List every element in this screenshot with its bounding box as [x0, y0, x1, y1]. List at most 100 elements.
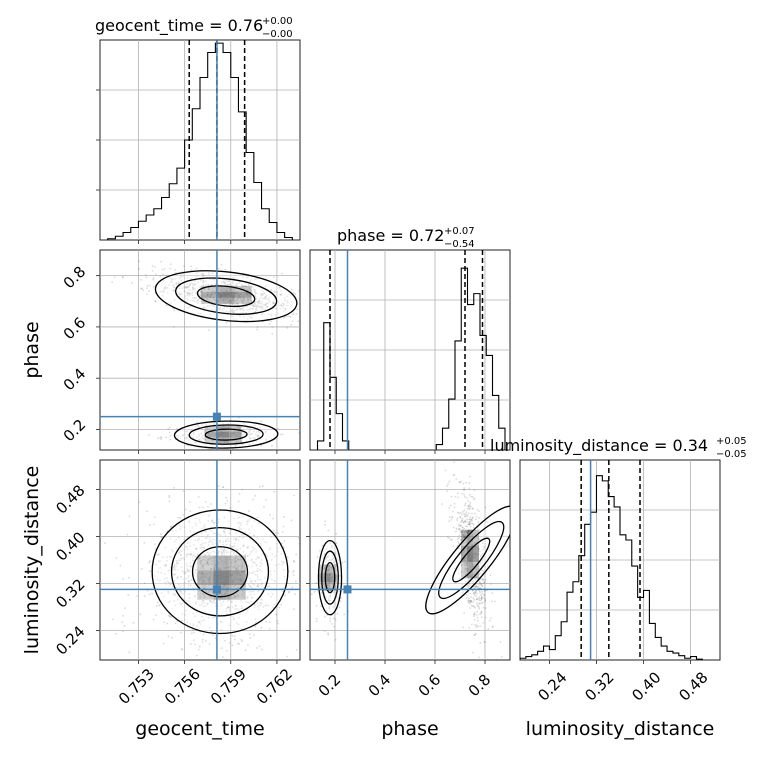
sample-point	[478, 656, 480, 659]
sample-point	[272, 276, 275, 278]
sample-point	[188, 570, 190, 573]
sample-point	[465, 530, 468, 533]
sample-point	[292, 574, 295, 577]
sample-point	[249, 437, 252, 440]
sample-point	[149, 524, 151, 526]
sample-point	[221, 594, 224, 596]
sample-point	[277, 304, 280, 307]
sample-point	[205, 298, 208, 300]
sample-point	[227, 537, 229, 540]
sample-point	[218, 555, 221, 558]
sample-point	[453, 474, 456, 477]
sample-point	[172, 289, 174, 292]
sample-point	[246, 609, 249, 612]
sample-point	[122, 630, 124, 633]
x-axis-label-geocent_time: geocent_time	[135, 718, 264, 740]
sample-point	[219, 568, 222, 571]
sample-point	[186, 285, 188, 288]
sample-point	[249, 298, 252, 300]
sample-point	[318, 549, 321, 552]
sample-point	[204, 554, 207, 556]
sample-point	[111, 618, 114, 621]
sample-point	[334, 618, 337, 621]
sample-point	[250, 300, 253, 302]
histogram-bar-1	[115, 236, 123, 240]
sample-point	[266, 317, 269, 320]
sample-point	[205, 280, 207, 282]
sample-point	[164, 563, 167, 566]
sample-point	[254, 494, 256, 497]
sample-point	[261, 305, 263, 307]
sample-point	[223, 281, 226, 284]
sample-point	[174, 277, 176, 280]
sample-point	[450, 518, 453, 521]
sample-point	[491, 626, 494, 629]
sample-point	[210, 560, 213, 562]
sample-point	[307, 566, 309, 568]
sample-point	[257, 430, 260, 433]
sample-point	[182, 556, 185, 559]
sample-point	[212, 291, 215, 294]
sample-point	[187, 600, 190, 603]
sample-point	[185, 599, 188, 602]
sample-point	[234, 595, 236, 598]
sample-point	[172, 569, 175, 571]
sample-point	[195, 267, 198, 270]
sample-point	[201, 615, 203, 618]
sample-point	[478, 582, 481, 584]
sample-point	[281, 302, 284, 305]
sample-point	[454, 530, 457, 533]
sample-point	[167, 590, 170, 593]
sample-point	[160, 533, 162, 536]
sample-point	[251, 304, 254, 307]
sample-point	[179, 284, 182, 287]
sample-point	[210, 563, 213, 566]
sample-point	[204, 605, 207, 608]
sample-point	[200, 291, 203, 294]
sample-point	[276, 551, 279, 553]
sample-point	[209, 296, 212, 299]
density-cell-3	[200, 291, 218, 298]
sample-point	[269, 547, 272, 549]
sample-point	[196, 429, 198, 432]
sample-point	[206, 294, 209, 296]
sample-point	[218, 441, 221, 444]
sample-point	[210, 568, 213, 571]
histogram-steps-geocent_time	[107, 42, 293, 240]
sample-point	[474, 592, 477, 594]
sample-point	[236, 567, 239, 569]
sample-point	[252, 443, 255, 446]
sample-point	[250, 600, 253, 603]
histogram-bar-19	[254, 183, 262, 241]
histogram-phase	[316, 250, 506, 450]
sample-point	[299, 563, 300, 565]
sample-point	[267, 299, 270, 301]
sample-point	[218, 539, 221, 542]
sample-point	[242, 544, 245, 547]
sample-point	[256, 574, 259, 577]
histogram-bar-14	[602, 481, 608, 660]
sample-point	[253, 305, 255, 308]
sample-point	[265, 430, 267, 433]
sample-point	[221, 298, 224, 301]
sample-point	[188, 568, 191, 571]
sample-point	[189, 643, 192, 646]
sample-point	[182, 570, 185, 573]
sample-point	[194, 539, 197, 542]
histogram-bar-20	[262, 209, 270, 240]
sample-point	[265, 498, 268, 501]
sample-point	[251, 433, 254, 436]
sample-point	[205, 283, 208, 286]
sample-point	[260, 302, 262, 305]
sample-point	[196, 553, 199, 556]
sample-point	[183, 290, 186, 292]
sample-point	[180, 647, 183, 650]
sample-point	[220, 647, 223, 650]
sample-point	[259, 295, 262, 297]
sample-point	[253, 603, 256, 606]
sample-point	[211, 590, 214, 593]
sample-point	[254, 278, 256, 281]
sample-point	[238, 526, 240, 529]
sample-point	[209, 290, 212, 293]
sample-point	[237, 565, 240, 567]
